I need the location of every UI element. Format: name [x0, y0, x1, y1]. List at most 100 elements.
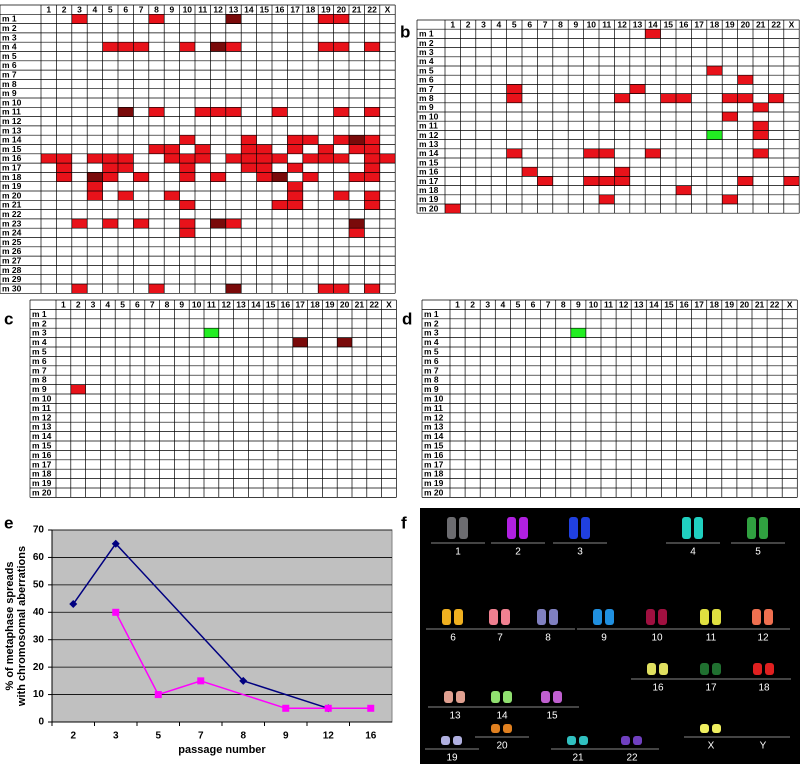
- grid-cell: [179, 163, 195, 173]
- grid-cell: [706, 130, 723, 140]
- column-header: 3: [485, 299, 490, 309]
- chromosome: [489, 609, 498, 625]
- grid-cell: [87, 181, 103, 191]
- grid-cell: [333, 135, 349, 145]
- grid-cell: [225, 218, 242, 229]
- grid-cell: [179, 218, 195, 229]
- grid-cell: [256, 163, 272, 173]
- column-header: 13: [229, 4, 239, 14]
- grid-cell: [71, 218, 88, 229]
- x-tick-label: 2: [70, 731, 76, 742]
- grid-cell: [148, 144, 165, 154]
- grid-cell: [645, 29, 661, 39]
- panel-letter: b: [400, 22, 410, 41]
- column-header: 20: [740, 299, 750, 309]
- row-header: m 17: [32, 459, 52, 469]
- data-point: [154, 691, 162, 699]
- y-axis-title: with chromosomal aberrations: [16, 546, 28, 707]
- chromosome-label: Y: [760, 741, 767, 752]
- column-header: 8: [165, 299, 170, 309]
- column-header: 4: [105, 299, 110, 309]
- data-point: [239, 676, 248, 685]
- grid-cell: [737, 176, 753, 186]
- grid-cell: [614, 93, 630, 103]
- row-header: m 18: [424, 469, 444, 479]
- grid-cell: [364, 200, 380, 210]
- column-header: 13: [236, 299, 246, 309]
- chromosome: [549, 609, 558, 625]
- x-tick-label: 3: [113, 731, 119, 742]
- grid-cell: [629, 84, 646, 94]
- column-header: 14: [649, 299, 659, 309]
- column-header: X: [385, 4, 391, 14]
- row-header: m 10: [419, 111, 439, 121]
- row-header: m 4: [32, 337, 47, 347]
- chromosome: [581, 517, 590, 539]
- row-header: m 13: [424, 422, 444, 432]
- row-header: m 18: [419, 185, 439, 195]
- y-tick-label: 30: [33, 634, 45, 645]
- column-header: 12: [619, 299, 629, 309]
- grid-cell: [722, 194, 738, 204]
- chromosome: [444, 691, 453, 703]
- row-header: m 20: [32, 487, 52, 497]
- grid-cell: [41, 153, 57, 164]
- grid-cell: [118, 191, 134, 201]
- grid-cell: [302, 135, 319, 145]
- grid-cell: [118, 153, 134, 164]
- grid-cell: [660, 93, 676, 103]
- column-header: 22: [771, 19, 781, 29]
- row-header: m 10: [424, 393, 444, 403]
- column-header: 7: [139, 4, 144, 14]
- row-header: m 9: [32, 384, 47, 394]
- column-header: 6: [527, 19, 532, 29]
- data-point: [111, 539, 120, 548]
- grid-cell: [349, 228, 365, 238]
- row-header: m 8: [424, 375, 439, 385]
- grid-cell: [164, 144, 180, 154]
- grid-cell: [364, 284, 380, 294]
- row-header: m 5: [419, 65, 434, 75]
- column-header: 5: [512, 19, 517, 29]
- grid-cell: [583, 176, 599, 186]
- row-header: m 13: [419, 139, 439, 149]
- column-header: 16: [679, 19, 689, 29]
- grid-cell: [87, 191, 103, 201]
- grid-cell: [133, 172, 149, 182]
- row-header: m 1: [419, 29, 434, 39]
- grid-cell: [225, 284, 242, 294]
- grid-cell: [133, 42, 149, 52]
- column-header: 15: [664, 19, 674, 29]
- column-header: 1: [46, 4, 51, 14]
- row-header: m 21: [2, 200, 22, 210]
- chromosome: [659, 663, 668, 675]
- grid-cell: [179, 153, 195, 164]
- column-header: 13: [633, 19, 643, 29]
- column-header: 5: [108, 4, 113, 14]
- chromosome: [633, 736, 642, 745]
- row-header: m 19: [419, 194, 439, 204]
- grid-cell: [737, 93, 753, 103]
- chromosome: [507, 517, 516, 539]
- chromosome: [712, 663, 721, 675]
- row-header: m 1: [424, 309, 439, 319]
- column-header: 2: [76, 299, 81, 309]
- panel-letter: e: [4, 513, 13, 532]
- grid-cell: [225, 42, 242, 52]
- grid-cell: [722, 93, 738, 103]
- column-header: 2: [470, 299, 475, 309]
- grid-cell: [225, 107, 242, 117]
- grid-cell: [614, 167, 630, 177]
- chromosome: [567, 736, 576, 745]
- grid-cell: [292, 337, 308, 347]
- grid-cell: [364, 163, 380, 173]
- chromosome-label: 3: [577, 547, 583, 558]
- chromosome-label: 4: [690, 547, 696, 558]
- grid-cell: [379, 153, 396, 164]
- grid-cell: [241, 153, 257, 164]
- x-tick-label: 5: [155, 731, 161, 742]
- column-header: 20: [741, 19, 751, 29]
- column-header: 4: [497, 19, 502, 29]
- chromosome: [700, 663, 709, 675]
- chromosome-label: 10: [651, 633, 663, 644]
